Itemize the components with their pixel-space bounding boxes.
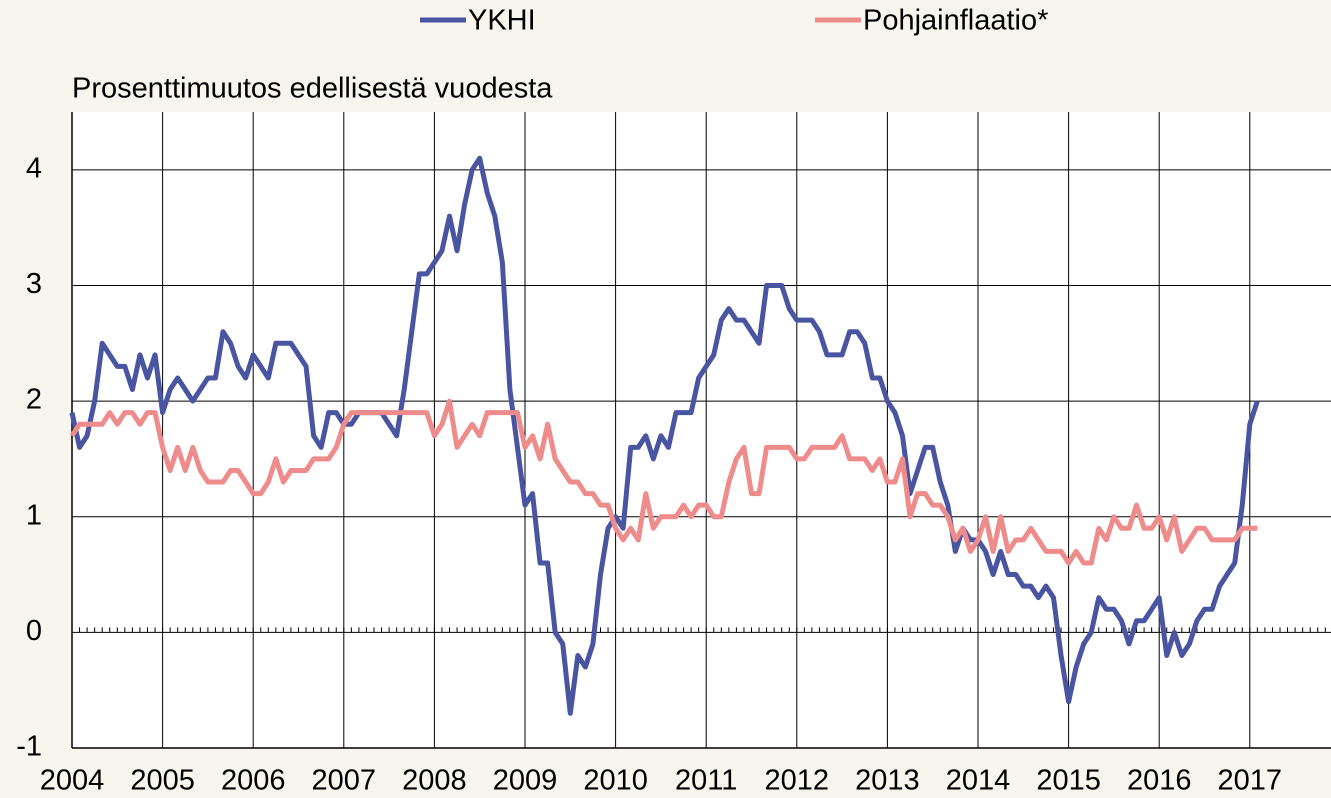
- y-tick-label: 0: [26, 615, 42, 647]
- x-tick-label: 2015: [1036, 765, 1101, 797]
- x-tick-label: 2016: [1127, 765, 1192, 797]
- legend-label: YKHI: [468, 5, 536, 37]
- series-line: [69, 155, 1260, 716]
- x-tick-label: 2013: [855, 765, 920, 797]
- x-tick-label: 2017: [1218, 765, 1283, 797]
- x-tick-label: 2008: [402, 765, 467, 797]
- x-tick-label: 2010: [583, 765, 648, 797]
- x-tick-label: 2009: [493, 765, 558, 797]
- x-tick-label: 2014: [946, 765, 1011, 797]
- y-tick-label: 2: [26, 384, 42, 416]
- y-tick-label: 1: [26, 499, 42, 531]
- plot-area: [72, 112, 1331, 748]
- y-tick-label: -1: [16, 731, 42, 763]
- x-tick-label: 2012: [765, 765, 830, 797]
- x-tick-label: 2011: [675, 765, 737, 797]
- series-line: [69, 398, 1258, 566]
- y-tick-label: 4: [26, 152, 42, 184]
- y-tick-label: 3: [26, 268, 42, 300]
- chart-subtitle: Prosenttimuutos edellisestä vuodesta: [72, 73, 553, 105]
- x-tick-label: 2007: [312, 765, 377, 797]
- x-tick-label: 2005: [130, 765, 195, 797]
- legend-label: Pohjainflaatio*: [863, 5, 1048, 37]
- x-tick-label: 2004: [40, 765, 105, 797]
- x-tick-label: 2006: [221, 765, 286, 797]
